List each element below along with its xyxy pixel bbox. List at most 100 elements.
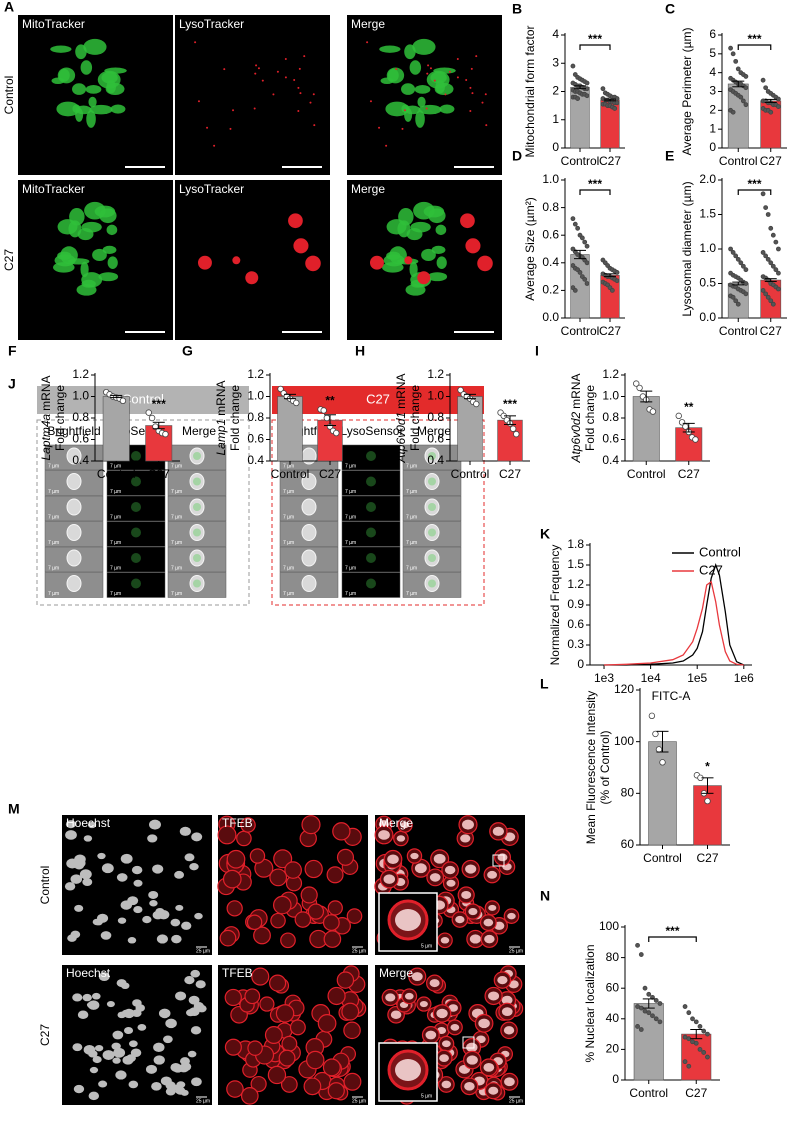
nucleus — [149, 900, 158, 907]
cell-signal — [428, 528, 436, 537]
nucleus — [106, 1001, 115, 1008]
y-tick-label: 0.3 — [567, 637, 584, 651]
data-point — [693, 1019, 699, 1025]
lyso-signal — [456, 57, 459, 60]
lyso-signal — [288, 213, 303, 229]
nucleus — [127, 937, 137, 944]
y-axis-label-part: mRNA — [569, 373, 583, 408]
nucleus — [133, 905, 143, 914]
nucleus — [98, 1080, 108, 1088]
nucleus — [174, 870, 185, 879]
data-point — [760, 77, 766, 83]
tfeb-signal — [332, 822, 351, 841]
lyso-signal — [198, 255, 212, 270]
data-point — [690, 1016, 695, 1022]
data-point — [162, 430, 169, 438]
lyso-signal — [369, 100, 372, 103]
data-point — [768, 109, 774, 115]
x-tick-label: C27 — [599, 154, 621, 168]
scale-label: 25 µm — [352, 1098, 366, 1104]
mito-signal — [426, 70, 450, 89]
mito-signal — [85, 84, 102, 94]
lyso-signal — [245, 271, 259, 285]
data-point — [773, 239, 779, 245]
lyso-signal — [293, 238, 309, 254]
y-tick-label: 1.0 — [72, 389, 89, 403]
bar — [102, 396, 130, 462]
y-tick-label: 1.2 — [567, 577, 584, 591]
nucleus — [444, 865, 456, 875]
panel-letter: N — [540, 888, 550, 904]
channel-label: Hoechst — [66, 816, 111, 830]
nucleus — [487, 870, 498, 879]
cell-image — [341, 470, 401, 496]
nucleus — [153, 1055, 165, 1065]
panel-letter: K — [540, 526, 550, 542]
nucleus — [126, 1054, 136, 1062]
scale-label: 7 µm — [110, 463, 121, 469]
data-point — [657, 1019, 663, 1025]
cell-signal — [366, 527, 376, 538]
group-box — [36, 419, 250, 606]
x-axis-label: FITC-A — [652, 689, 691, 703]
data-point — [776, 270, 781, 276]
tfeb-signal — [264, 1026, 283, 1044]
lyso-signal — [460, 213, 475, 229]
nucleus — [64, 882, 76, 891]
x-tick-label: Control — [97, 467, 136, 481]
tfeb-signal — [226, 900, 243, 917]
y-tick-label: 4 — [709, 65, 716, 79]
mito-signal — [50, 45, 72, 53]
nucleus — [158, 1008, 171, 1019]
nucleus — [439, 1054, 449, 1062]
lyso-signal — [312, 93, 315, 96]
mito-signal — [428, 208, 446, 224]
y-tick-label: 1.5 — [699, 207, 716, 221]
y-tick-label: 0.6 — [567, 617, 584, 631]
significance-bracket — [579, 44, 611, 50]
data-point — [333, 429, 340, 437]
panel-letter: M — [8, 801, 20, 817]
tfeb-signal — [327, 986, 346, 1006]
scale-label: 7 µm — [283, 463, 294, 469]
y-tick-label: 5 — [709, 46, 716, 60]
data-point — [768, 260, 774, 266]
y-tick-label: 1.0 — [247, 389, 264, 403]
data-point — [697, 1024, 703, 1029]
y-tick-label: 1.0 — [427, 389, 444, 403]
data-point — [730, 109, 736, 115]
scale-label: 7 µm — [283, 514, 294, 520]
panel-letter: H — [355, 343, 365, 359]
y-axis-label: Average Size (µm²) — [523, 197, 537, 300]
tfeb-signal — [269, 974, 287, 992]
lyso-signal — [213, 144, 216, 147]
tfeb-signal — [306, 1050, 325, 1070]
group-header — [37, 386, 249, 414]
x-tick-label: Control — [643, 851, 682, 865]
data-point — [686, 1010, 692, 1016]
lyso-signal — [254, 72, 257, 75]
y-axis-label: Fold change — [228, 385, 242, 451]
mito-signal — [53, 262, 75, 273]
y-axis-label-part: mRNA — [39, 375, 53, 410]
panel-letter: J — [8, 376, 16, 392]
cell-signal — [131, 451, 141, 461]
nucleus — [483, 918, 494, 927]
nucleus — [163, 1035, 173, 1044]
nucleus — [116, 873, 128, 882]
inset-nucleus — [395, 909, 421, 931]
scale-label: 7 µm — [283, 540, 294, 546]
nucleus — [497, 975, 508, 985]
scale-label: 7 µm — [48, 489, 59, 495]
scale-label: 7 µm — [48, 540, 59, 546]
lyso-signal — [297, 86, 300, 89]
inset-nucleus — [395, 1059, 421, 1081]
nucleus — [77, 1010, 89, 1020]
x-tick-label: C27 — [599, 324, 621, 338]
y-tick-label: 3 — [709, 84, 716, 98]
nucleus — [390, 1010, 402, 1020]
tfeb-signal — [317, 1014, 337, 1033]
lyso-signal — [465, 78, 468, 81]
mito-signal — [88, 96, 97, 108]
tfeb-signal — [323, 930, 342, 948]
